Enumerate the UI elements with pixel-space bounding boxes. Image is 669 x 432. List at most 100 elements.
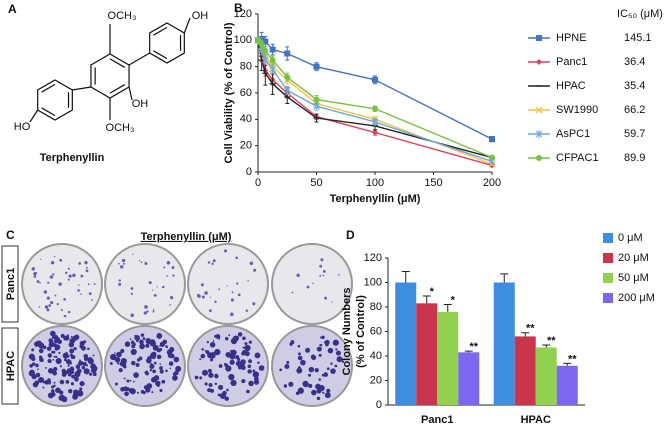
y-tick-label: 100 bbox=[234, 34, 252, 46]
colony bbox=[312, 282, 314, 285]
bond bbox=[29, 109, 39, 123]
colony bbox=[243, 379, 246, 382]
colony bbox=[38, 348, 44, 354]
colony bbox=[228, 334, 231, 337]
colony bbox=[153, 361, 157, 365]
colony bbox=[80, 293, 82, 295]
bar bbox=[458, 352, 480, 405]
colony bbox=[55, 355, 58, 359]
line bbox=[257, 39, 493, 159]
colony bbox=[204, 349, 207, 352]
colony bbox=[148, 281, 152, 285]
colony bbox=[130, 348, 137, 356]
colony bbox=[172, 274, 175, 277]
colony bbox=[338, 273, 340, 276]
colony bbox=[49, 275, 54, 279]
colony bbox=[53, 355, 56, 358]
colony bbox=[208, 368, 212, 373]
colony bbox=[253, 379, 260, 385]
colony bbox=[57, 339, 62, 344]
error-bar bbox=[443, 304, 452, 312]
colony bbox=[42, 345, 47, 350]
colony bbox=[219, 392, 226, 399]
colony bbox=[91, 299, 93, 301]
colony bbox=[28, 353, 35, 360]
ic50-value: 59.7 bbox=[624, 128, 645, 140]
colony bbox=[166, 346, 169, 349]
y-tick-label: 0 bbox=[246, 166, 252, 178]
colony bbox=[50, 330, 56, 337]
colony bbox=[132, 253, 134, 255]
colony bbox=[170, 296, 174, 300]
colony bbox=[129, 388, 136, 395]
bar bbox=[514, 336, 536, 405]
colony bbox=[83, 353, 89, 359]
colony bbox=[324, 392, 331, 399]
colony bbox=[236, 282, 239, 285]
ring bbox=[90, 53, 130, 99]
colony bbox=[153, 293, 157, 297]
colony bbox=[212, 259, 216, 263]
colony bbox=[319, 344, 321, 346]
colony bbox=[61, 372, 67, 377]
colony bbox=[314, 368, 319, 373]
colony bbox=[38, 377, 44, 383]
colony bbox=[48, 304, 52, 307]
colony bbox=[237, 357, 241, 362]
colony bbox=[297, 387, 304, 394]
colony bbox=[54, 346, 59, 351]
colony bbox=[252, 369, 256, 373]
row-box bbox=[1, 245, 19, 323]
ic50-value: 35.4 bbox=[624, 80, 645, 92]
y-tick-label: 40 bbox=[240, 113, 252, 125]
colony bbox=[110, 353, 117, 361]
colony bbox=[66, 355, 70, 358]
colony bbox=[214, 300, 217, 303]
colony bbox=[308, 383, 313, 389]
colony bbox=[153, 375, 160, 381]
significance: ** bbox=[469, 341, 478, 353]
y-tick-label: 60 bbox=[370, 325, 382, 337]
colony bbox=[74, 376, 79, 382]
colony bbox=[85, 266, 88, 269]
colony bbox=[29, 364, 33, 368]
colony bbox=[61, 396, 68, 403]
colony bbox=[63, 314, 66, 317]
colony bbox=[215, 334, 218, 337]
point bbox=[262, 47, 269, 54]
colony bbox=[288, 381, 294, 387]
colony bbox=[228, 373, 235, 381]
colony bbox=[156, 286, 158, 288]
colony bbox=[72, 375, 76, 379]
colony bbox=[330, 368, 336, 374]
colony bbox=[243, 346, 246, 349]
colony bbox=[78, 284, 80, 286]
colony bbox=[109, 361, 113, 365]
colony bbox=[226, 285, 228, 287]
colony bbox=[169, 346, 175, 353]
colony bbox=[69, 369, 75, 375]
point bbox=[283, 86, 291, 95]
colony bbox=[140, 333, 145, 337]
colony bbox=[80, 274, 84, 278]
colony bbox=[133, 380, 135, 383]
colony bbox=[139, 339, 144, 345]
colony bbox=[143, 311, 147, 315]
colony bbox=[226, 388, 229, 392]
colony bbox=[142, 337, 146, 341]
panel-label: D bbox=[346, 228, 355, 242]
colony bbox=[248, 380, 254, 387]
colony bbox=[212, 340, 215, 342]
colony bbox=[199, 376, 203, 380]
significance: ** bbox=[547, 335, 556, 347]
colony bbox=[279, 368, 282, 372]
colony bbox=[168, 361, 174, 366]
y-tick-label: 0 bbox=[376, 399, 382, 411]
colony bbox=[67, 267, 70, 270]
colony bbox=[114, 357, 121, 363]
bar bbox=[437, 311, 459, 405]
legend-swatch bbox=[603, 273, 613, 283]
legend-label: SW1990 bbox=[556, 104, 598, 116]
colony bbox=[70, 335, 73, 338]
colony bbox=[218, 288, 221, 291]
